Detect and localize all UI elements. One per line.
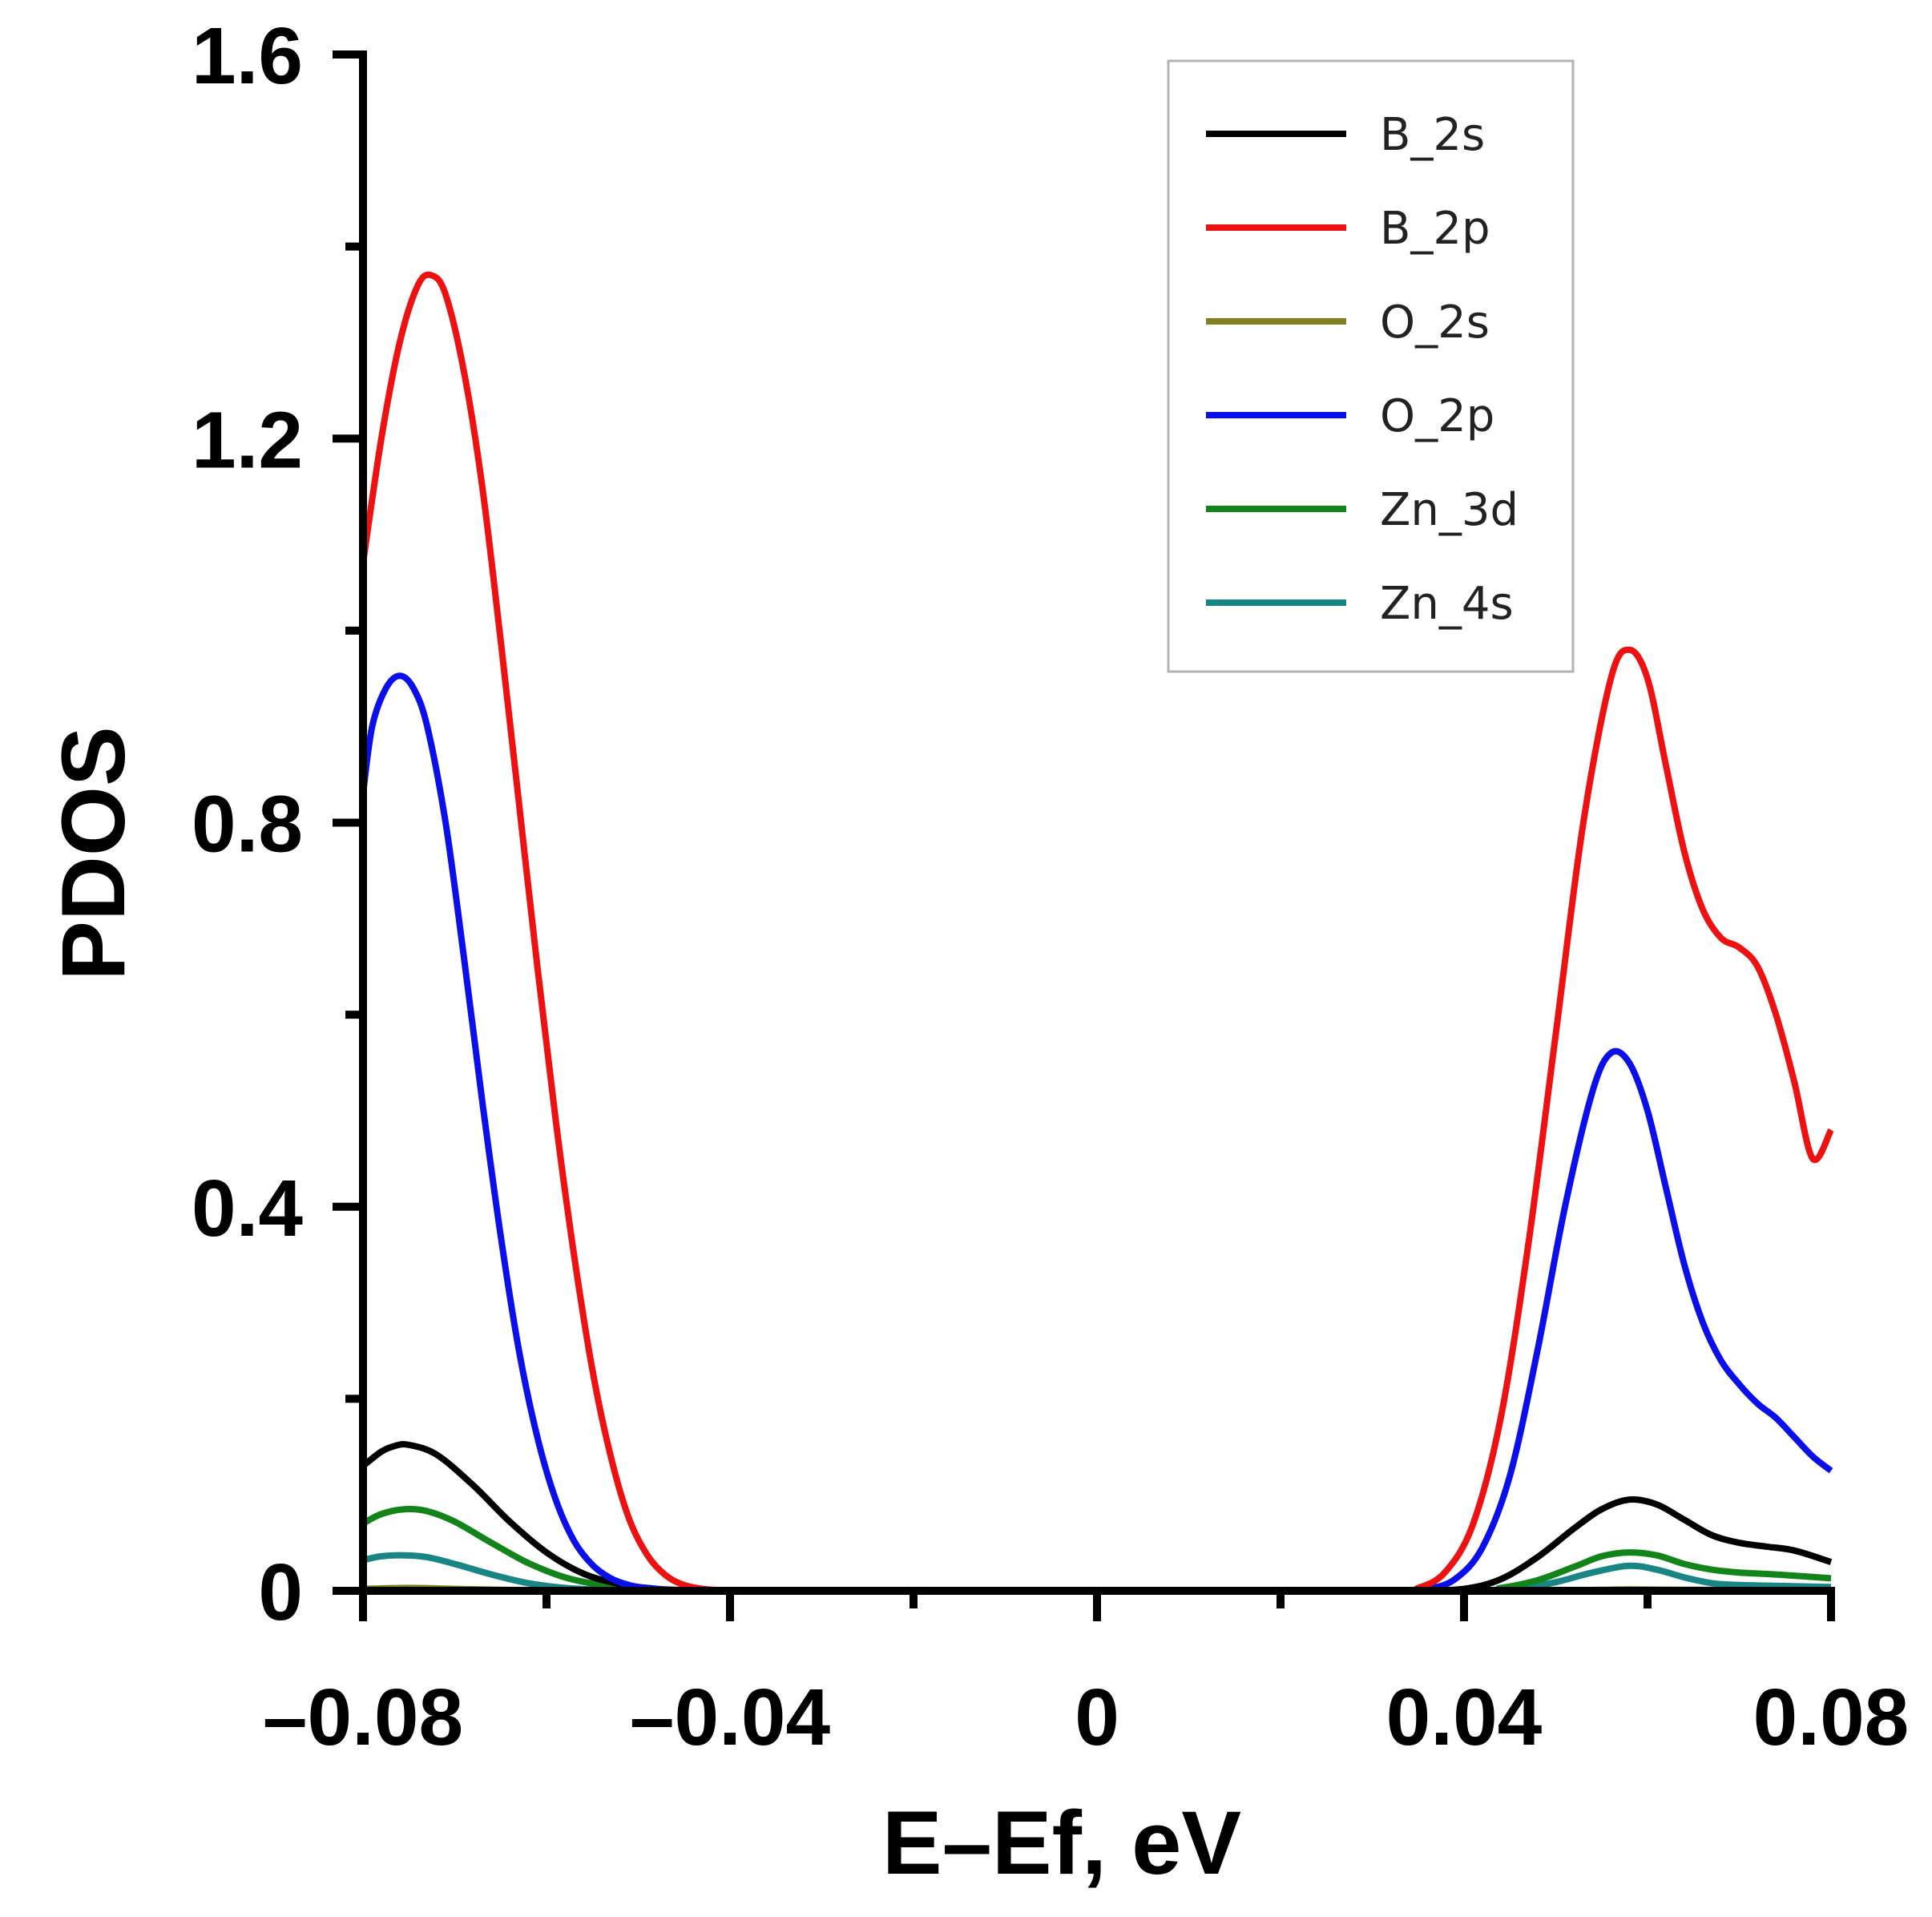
series-line-b-2p: [360, 271, 1834, 1595]
y-axis-title: PDOS: [43, 726, 143, 980]
legend: B_2s B_2p O_2s O_2p Zn_3d Zn_4s: [1167, 59, 1575, 673]
x-ticks: –0.08 –0.04 0 0.04 0.08: [263, 1591, 1909, 1762]
series-line-o-2p: [360, 672, 1833, 1595]
x-tick-label: 0.04: [1386, 1673, 1543, 1762]
legend-label: O_2p: [1380, 390, 1494, 442]
axes: –0.08 –0.04 0 0.04 0.08 0 0.4 0.8 1.2 1.6: [192, 11, 1909, 1762]
y-tick-label: 1.6: [192, 11, 303, 101]
x-tick-label: –0.08: [263, 1673, 463, 1762]
x-tick-label: 0.08: [1753, 1673, 1910, 1762]
y-ticks: 0 0.4 0.8 1.2 1.6: [192, 11, 363, 1637]
legend-label: B_2p: [1380, 203, 1490, 255]
x-tick-label: 0: [1075, 1673, 1119, 1762]
y-tick-label: 0.8: [192, 780, 303, 870]
y-tick-label: 0: [258, 1548, 303, 1637]
legend-label: O_2s: [1380, 297, 1490, 349]
legend-label: B_2s: [1380, 109, 1485, 161]
y-tick-label: 1.2: [192, 395, 303, 485]
x-axis-title: E–Ef, eV: [882, 1793, 1241, 1893]
series-layer: [360, 271, 1834, 1595]
y-tick-label: 0.4: [192, 1164, 303, 1253]
legend-box: [1167, 59, 1575, 673]
legend-label: Zn_4s: [1380, 578, 1514, 630]
x-tick-label: –0.04: [630, 1673, 831, 1762]
legend-label: Zn_3d: [1380, 484, 1519, 536]
